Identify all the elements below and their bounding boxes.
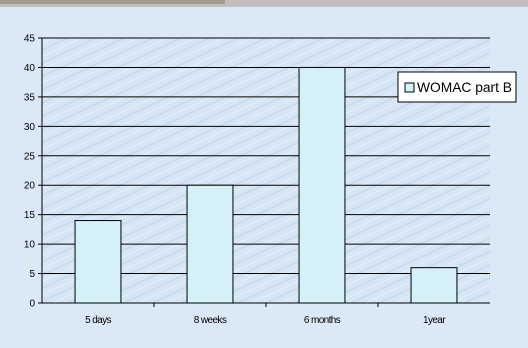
x-tick-label: 8 weeks (194, 315, 227, 326)
x-tick-label: 6 months (304, 315, 341, 326)
legend: WOMAC part B (397, 71, 517, 103)
y-tick-label: 15 (24, 210, 36, 221)
legend-label: WOMAC part B (417, 79, 512, 95)
x-tick-label: 5 days (85, 315, 111, 326)
y-tick-label: 40 (24, 63, 36, 74)
legend-swatch (404, 82, 415, 93)
bar-3 (410, 267, 458, 304)
bar-2 (298, 66, 346, 304)
y-tick-label: 25 (24, 151, 36, 162)
x-axis-tick-labels: 5 days 8 weeks 6 months 1year (85, 303, 447, 326)
y-tick-label: 5 (29, 269, 35, 280)
y-tick-label: 30 (24, 122, 36, 133)
bar-0 (74, 220, 122, 304)
y-tick-label: 35 (24, 92, 36, 103)
y-tick-label: 0 (29, 299, 35, 310)
top-border-strip (0, 0, 528, 7)
x-tick-label: 1year (423, 315, 446, 326)
y-tick-label: 20 (24, 181, 36, 192)
bars (74, 66, 458, 304)
y-axis-tick-labels: 0 5 10 15 20 25 30 35 40 45 (24, 34, 42, 310)
legend-box (397, 71, 517, 103)
top-border-accent (0, 0, 225, 4)
y-tick-label: 10 (24, 240, 36, 251)
y-tick-label: 45 (24, 34, 36, 45)
bar-1 (186, 184, 234, 304)
